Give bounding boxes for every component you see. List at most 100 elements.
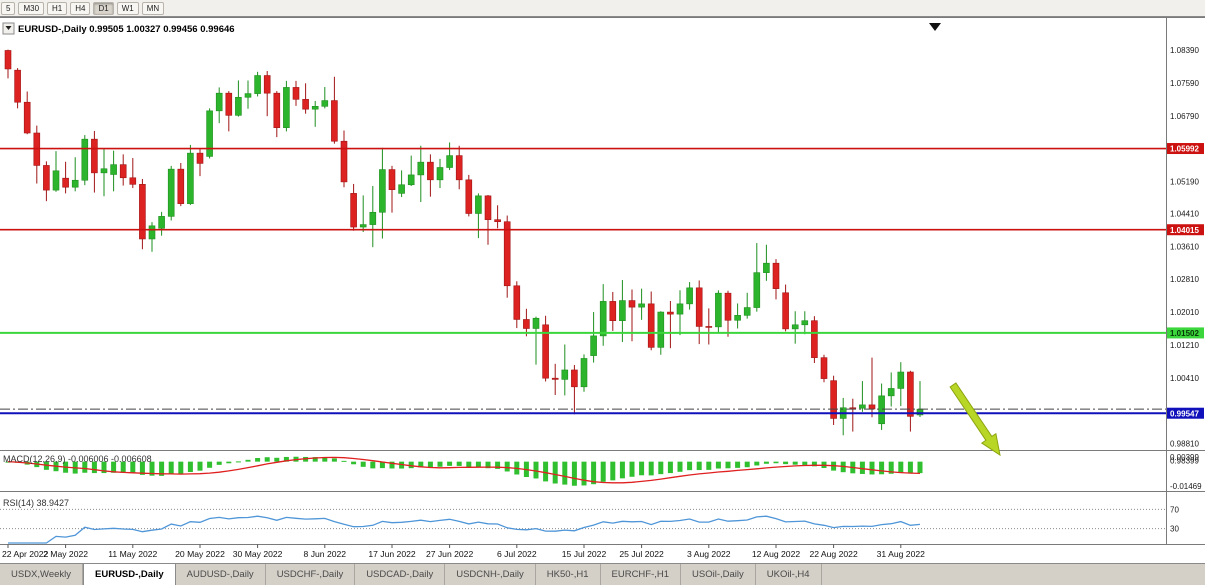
tab-usdx-weekly[interactable]: USDX,Weekly	[0, 564, 84, 585]
candle	[484, 195, 492, 245]
macd-bar	[235, 461, 241, 463]
price-badge-label: 1.05992	[1170, 145, 1199, 154]
macd-bar	[783, 461, 789, 465]
down-arrow-annotation[interactable]	[949, 382, 1001, 457]
candle	[206, 108, 213, 159]
candle	[503, 215, 511, 298]
x-axis-label: 6 Jul 2022	[497, 549, 537, 559]
candle	[331, 76, 338, 144]
price-badge-label: 1.01502	[1170, 329, 1199, 338]
tab-ukoil-h4[interactable]: UKOil-,H4	[756, 564, 822, 585]
candle	[455, 145, 463, 190]
macd-bar	[437, 461, 443, 467]
candle	[830, 375, 837, 426]
candle	[647, 291, 655, 351]
macd-bar	[907, 461, 913, 474]
candle	[599, 284, 607, 346]
candle	[379, 147, 386, 239]
macd-bar	[773, 461, 779, 464]
macd-bar	[408, 461, 414, 469]
tab-usdcnh-daily[interactable]: USDCNH-,Daily	[445, 564, 536, 585]
timeframe-button-h4[interactable]: H4	[70, 1, 91, 15]
y-axis-label: 1.02810	[1170, 275, 1199, 284]
candle	[667, 300, 674, 349]
macd-bar	[581, 461, 587, 486]
macd-bar	[312, 457, 318, 462]
x-axis-label: 12 Aug 2022	[752, 549, 800, 559]
macd-bar	[111, 461, 117, 473]
macd-bar	[130, 461, 136, 474]
macd-bar	[370, 461, 376, 469]
candle	[62, 161, 69, 194]
tab-usdchf-daily[interactable]: USDCHF-,Daily	[266, 564, 356, 585]
macd-bar	[322, 457, 328, 462]
macd-bar	[101, 461, 107, 474]
candle	[139, 179, 146, 250]
macd-bar	[226, 461, 232, 464]
price-badge	[1167, 224, 1204, 236]
timeframe-button-5[interactable]: 5	[1, 1, 16, 15]
candle	[436, 158, 444, 189]
x-axis-label: 22 Aug 2022	[809, 549, 857, 559]
candle	[283, 80, 290, 132]
candle	[350, 183, 357, 231]
tab-usoil-daily[interactable]: USOil-,Daily	[681, 564, 756, 585]
candle	[23, 91, 31, 135]
macd-bar	[274, 457, 280, 462]
tab-audusd-daily[interactable]: AUDUSD-,Daily	[176, 564, 266, 585]
macd-bar	[456, 461, 462, 466]
macd-bar	[648, 461, 654, 476]
candle	[91, 130, 98, 193]
macd-bar	[696, 461, 702, 471]
x-axis-label: 11 May 2022	[108, 549, 157, 559]
macd-bar	[552, 461, 558, 484]
timeframe-button-h1[interactable]: H1	[47, 1, 68, 15]
candle	[321, 87, 329, 109]
candle	[513, 281, 521, 329]
x-axis-label: 31 Aug 2022	[877, 549, 925, 559]
timeframe-button-mn[interactable]: MN	[141, 1, 165, 15]
candle	[244, 80, 252, 109]
candle	[427, 154, 434, 197]
timeframe-toolbar: 5 M30 H1 H4 D1 W1 MN	[0, 0, 1205, 17]
macd-bar	[495, 461, 501, 469]
timeframe-button-m30[interactable]: M30	[18, 1, 45, 15]
macd-bar	[379, 461, 385, 469]
macd-bar	[216, 461, 222, 465]
candle	[369, 185, 377, 248]
macd-bar	[360, 461, 366, 467]
candle	[263, 70, 271, 117]
x-axis-label: 25 Jul 2022	[619, 549, 664, 559]
price-badge	[1167, 407, 1204, 419]
macd-bar	[543, 461, 549, 482]
tab-usdcad-daily[interactable]: USDCAD-,Daily	[355, 564, 446, 585]
candle	[715, 290, 722, 333]
timeframe-button-w1[interactable]: W1	[116, 1, 139, 15]
candle	[215, 87, 223, 124]
y-axis-label: 1.04410	[1170, 210, 1199, 219]
macd-bar	[869, 461, 875, 475]
macd-bar	[706, 461, 712, 470]
x-axis-label: 27 Jun 2022	[426, 549, 474, 559]
timeframe-button-d1[interactable]: D1	[93, 1, 114, 15]
candle	[388, 165, 396, 213]
macd-bar	[735, 461, 741, 468]
tab-eurusd-daily[interactable]: EURUSD-,Daily	[83, 564, 176, 585]
scroll-marker-icon[interactable]	[929, 23, 941, 31]
tab-eurchf-h1[interactable]: EURCHF-,H1	[601, 564, 682, 585]
macd-bar	[159, 461, 165, 476]
macd-bar	[859, 461, 865, 474]
candle	[302, 83, 309, 114]
x-axis-label: 30 May 2022	[233, 549, 283, 559]
price-chart[interactable]: 1.08390 1.07590 1.06790 1.05190 1.04410 1.036…	[0, 17, 1205, 563]
macd-bar	[245, 459, 251, 462]
macd-bar	[504, 461, 510, 472]
candle	[523, 308, 530, 337]
macd-bar	[562, 461, 568, 485]
candle	[14, 68, 21, 109]
macd-bar	[811, 461, 817, 467]
macd-bar	[898, 461, 904, 473]
rsi-line	[8, 515, 921, 544]
tab-hk50-h1[interactable]: HK50-,H1	[536, 564, 601, 585]
macd-bar	[792, 461, 798, 465]
